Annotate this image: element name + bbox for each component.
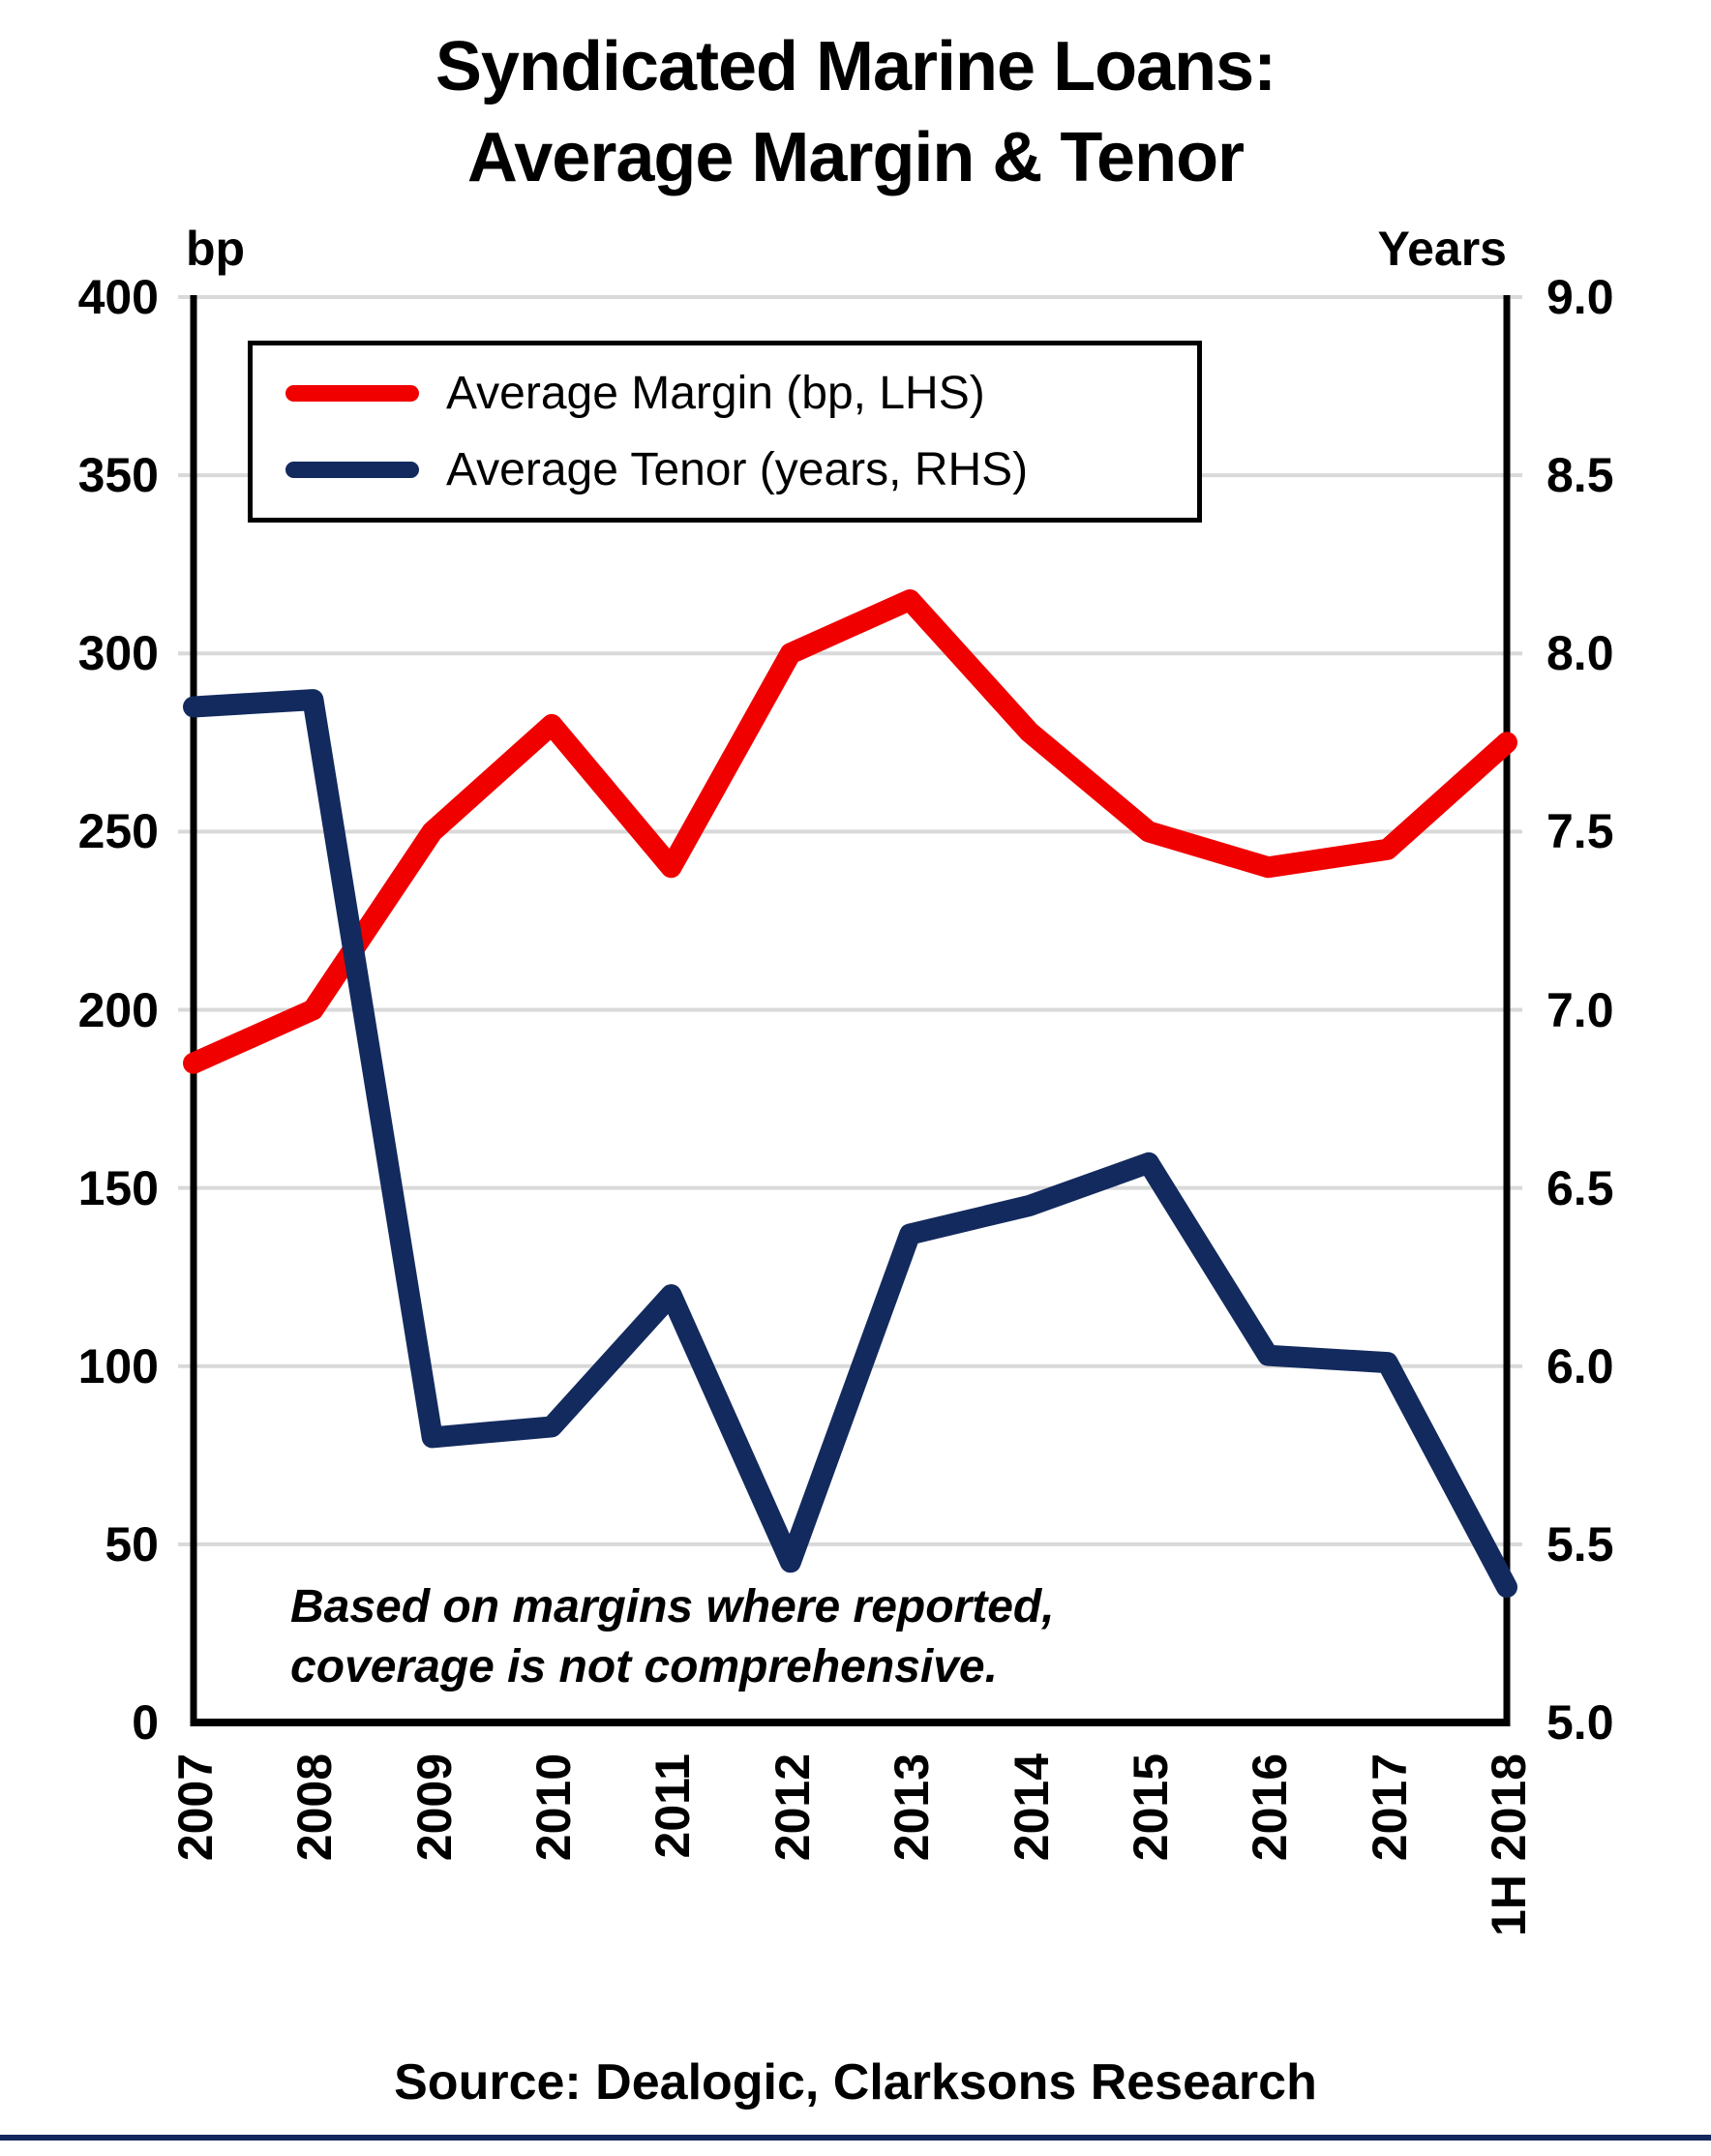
legend-label-average-margin: Average Margin (bp, LHS) [446,367,985,419]
right-axis-tick-9.0: 9.0 [1546,270,1614,324]
left-axis-tick-250: 250 [77,804,159,859]
chart-title-line2: Average Margin & Tenor [466,119,1245,196]
x-axis-label-2014: 2014 [1004,1753,1059,1862]
right-axis-tick-5.0: 5.0 [1546,1695,1614,1750]
x-axis-label-2017: 2017 [1362,1753,1417,1862]
x-axis-label-2009: 2009 [406,1753,462,1862]
chart-title-line1: Syndicated Marine Loans: [435,28,1276,105]
left-axis-tick-300: 300 [77,626,159,681]
left-axis-tick-200: 200 [77,982,159,1037]
x-axis-label-2012: 2012 [765,1753,820,1862]
right-axis-tick-8.5: 8.5 [1546,448,1614,503]
x-axis-label-1h-2018: 1H 2018 [1482,1753,1536,1937]
x-axis-label-2011: 2011 [645,1753,701,1859]
left-axis-tick-100: 100 [77,1338,159,1393]
right-axis-tick-6.0: 6.0 [1546,1338,1614,1393]
legend-item-average-margin: Average Margin (bp, LHS) [285,367,1197,419]
x-axis-label-2013: 2013 [885,1753,940,1862]
x-axis-label-2007: 2007 [168,1753,223,1862]
x-axis-label-2010: 2010 [526,1753,582,1862]
right-axis-tick-5.5: 5.5 [1546,1516,1614,1572]
average-tenor-line [183,689,1517,1599]
chart-footnote-line1: Based on margins where reported, [290,1581,1055,1632]
x-axis-label-2015: 2015 [1123,1753,1178,1862]
chart-title: Syndicated Marine Loans: Average Margin … [0,21,1711,203]
left-axis-tick-150: 150 [77,1160,159,1215]
right-axis-unit-label: Years [1377,222,1507,276]
left-axis-tick-350: 350 [77,448,159,503]
right-axis-tick-7.5: 7.5 [1546,804,1614,859]
chart-footnote-line2: coverage is not comprehensive. [290,1641,998,1692]
right-axis-tick-7.0: 7.0 [1546,982,1614,1037]
left-axis-tick-0: 0 [132,1695,159,1750]
bottom-divider-rule [0,2135,1711,2141]
left-axis-unit-label: bp [186,222,246,276]
right-axis-tick-6.5: 6.5 [1546,1160,1614,1215]
average-margin-swatch [285,385,419,402]
source-attribution: Source: Dealogic, Clarksons Research [394,2054,1317,2111]
legend-item-average-tenor: Average Tenor (years, RHS) [285,443,1197,495]
chart-legend: Average Margin (bp, LHS) Average Tenor (… [248,341,1202,523]
x-axis-label-2016: 2016 [1243,1753,1298,1862]
left-axis-tick-400: 400 [77,270,159,324]
right-axis-tick-8.0: 8.0 [1546,626,1614,681]
average-margin-line [183,589,1517,1074]
x-axis-label-2008: 2008 [287,1753,343,1862]
average-tenor-swatch [285,462,419,478]
left-axis-tick-50: 50 [105,1516,159,1572]
chart-footnote: Based on margins where reported, coverag… [290,1577,1355,1697]
legend-label-average-tenor: Average Tenor (years, RHS) [446,443,1029,495]
